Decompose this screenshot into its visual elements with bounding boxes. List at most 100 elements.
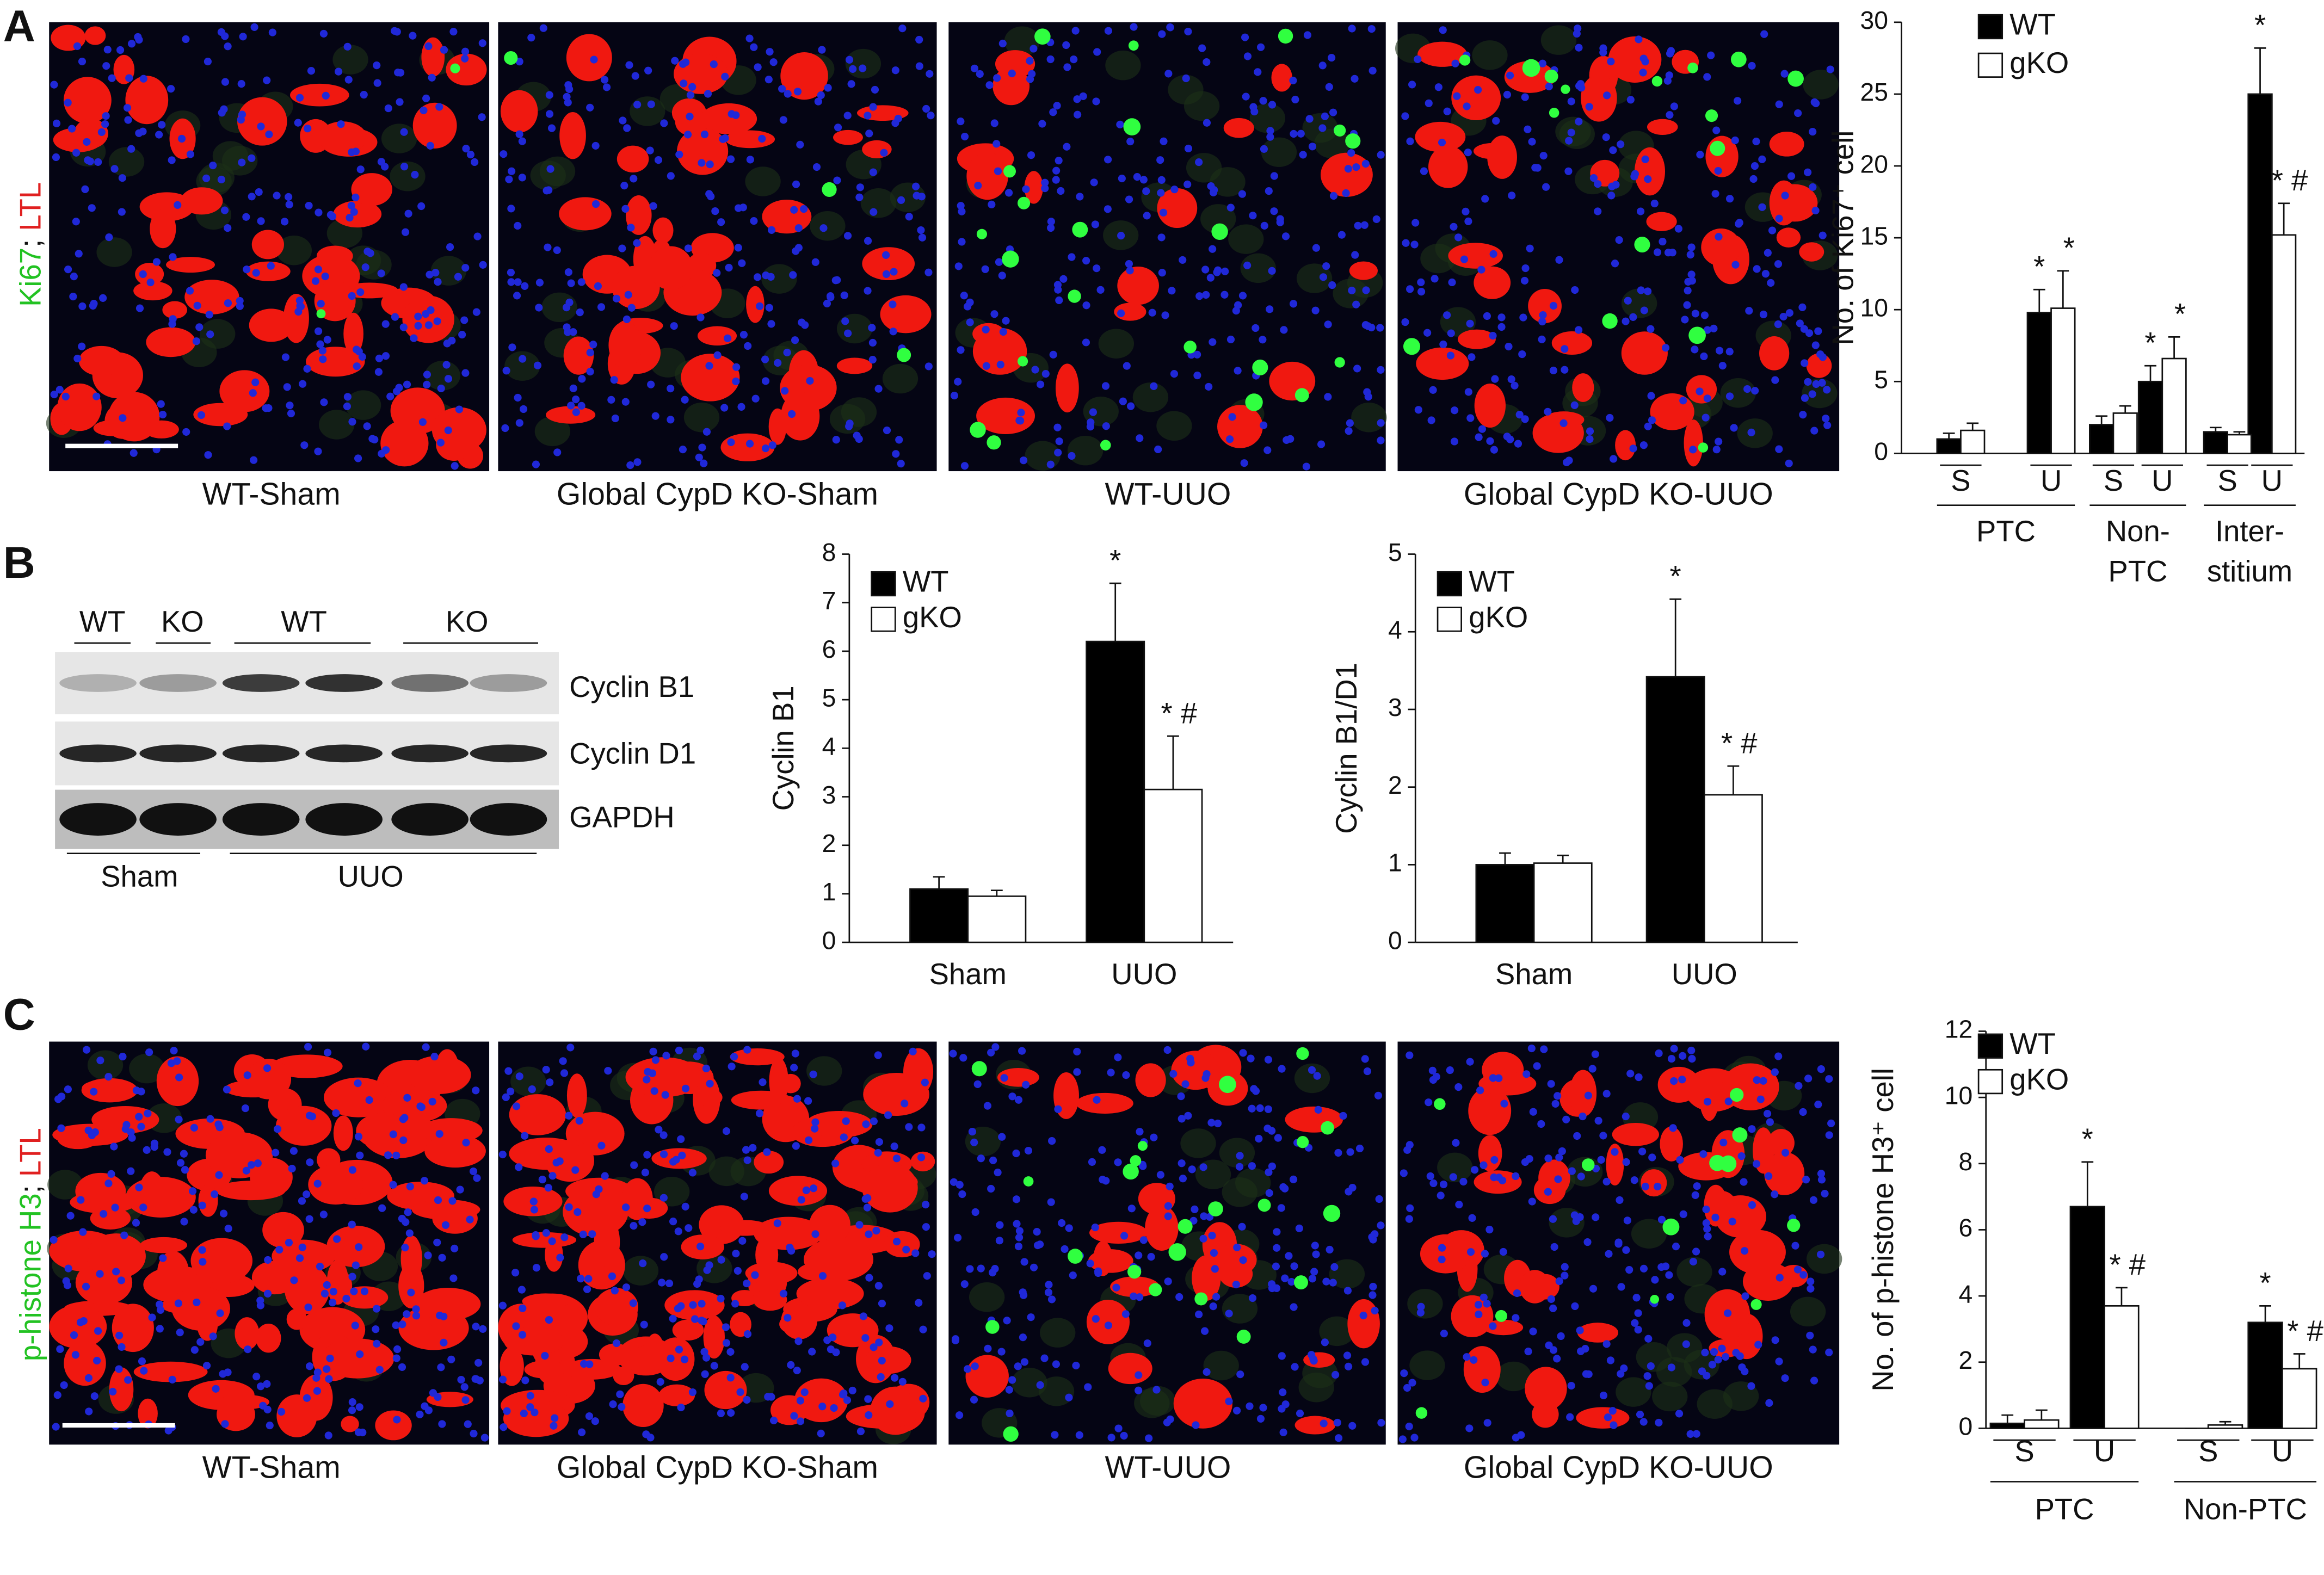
nucleus [1575, 326, 1582, 333]
nucleus [527, 34, 535, 41]
red-stain [903, 1048, 933, 1096]
nucleus [224, 299, 232, 307]
red-stain [1458, 330, 1496, 349]
nucleus [54, 1095, 62, 1103]
lane-label: WT [281, 605, 327, 638]
nucleus [1451, 60, 1459, 67]
nucleus [1334, 1149, 1342, 1157]
bar [2162, 359, 2186, 453]
nucleus [420, 107, 427, 114]
nucleus [461, 1383, 469, 1391]
nucleus [1063, 63, 1071, 71]
nucleus [1057, 187, 1064, 195]
nucleus [1371, 1307, 1379, 1314]
nucleus [675, 1346, 683, 1354]
nucleus [182, 35, 189, 43]
nucleus [1348, 24, 1356, 32]
nucleus [1000, 1074, 1008, 1082]
significance: * [2082, 1122, 2093, 1156]
nucleus [1234, 367, 1242, 374]
nucleus [1052, 176, 1060, 184]
nucleus [1297, 130, 1305, 138]
nucleus [1203, 1368, 1211, 1376]
nucleus [1550, 1346, 1557, 1354]
nucleus [1766, 1118, 1774, 1126]
green-stain [1129, 40, 1139, 51]
nucleus [125, 74, 133, 82]
nucleus [1345, 1363, 1352, 1370]
nucleus [1702, 413, 1710, 421]
nucleus [805, 1137, 812, 1144]
nucleus [865, 1411, 872, 1419]
nucleus [971, 1362, 979, 1370]
nucleus [155, 131, 163, 138]
nucleus [1406, 138, 1414, 145]
nucleus [556, 1157, 564, 1165]
nucleus [385, 104, 392, 112]
nucleus [621, 205, 629, 213]
nucleus [909, 1048, 917, 1055]
nucleus [717, 218, 725, 226]
nucleus [451, 462, 459, 470]
nucleus [1762, 270, 1770, 277]
nucleus [193, 337, 200, 345]
nucleus [157, 400, 165, 408]
nucleus [527, 1392, 534, 1400]
nucleus [298, 1197, 306, 1205]
nucleus [1027, 1313, 1035, 1321]
nucleus [686, 113, 693, 120]
red-stain [649, 246, 693, 289]
micrograph [1398, 1042, 1842, 1445]
nucleus [950, 1178, 958, 1186]
nucleus [1544, 408, 1551, 416]
nucleus [325, 1431, 332, 1439]
nucleus [707, 193, 714, 200]
nucleus [344, 393, 352, 400]
nucleus [203, 1362, 211, 1369]
nucleus [743, 1396, 750, 1404]
legend-swatch [1978, 15, 2002, 39]
nucleus [332, 1109, 340, 1117]
tissue [1807, 1244, 1842, 1274]
nucleus [362, 1043, 369, 1051]
nucleus [899, 1378, 907, 1386]
nucleus [803, 1187, 810, 1194]
green-stain [1296, 1047, 1309, 1060]
nucleus [159, 411, 167, 418]
nucleus [1055, 297, 1063, 304]
error-bar [1943, 433, 1955, 439]
red-stain [566, 34, 612, 82]
nucleus [1440, 1330, 1448, 1337]
nucleus [567, 402, 575, 409]
tissue [1803, 70, 1839, 99]
nucleus [1454, 1083, 1462, 1091]
red-stain [351, 173, 392, 206]
nucleus [1377, 151, 1385, 159]
nucleus [378, 269, 385, 277]
green-stain [1459, 54, 1470, 65]
nucleus [1729, 1218, 1736, 1225]
nucleus [1401, 318, 1409, 326]
nucleus [1168, 287, 1175, 294]
nucleus [1158, 30, 1166, 38]
nucleus [77, 1196, 84, 1203]
group-label: Non-PTC [2184, 1492, 2307, 1525]
nucleus [1157, 189, 1164, 196]
nucleus [1709, 1361, 1716, 1368]
nucleus [1781, 192, 1789, 199]
nucleus [224, 224, 231, 232]
nucleus [1635, 1073, 1642, 1081]
nucleus [269, 29, 276, 36]
nucleus [1771, 1190, 1778, 1198]
nucleus [437, 385, 445, 392]
nucleus [1592, 1213, 1599, 1221]
nucleus [356, 288, 364, 296]
nucleus [1031, 366, 1039, 373]
nucleus [1622, 318, 1629, 325]
nucleus [502, 1094, 510, 1101]
nucleus [982, 265, 989, 273]
nucleus [1669, 1124, 1677, 1132]
nucleus [1581, 1345, 1589, 1352]
nucleus [190, 1124, 198, 1132]
nucleus [1703, 1372, 1710, 1380]
